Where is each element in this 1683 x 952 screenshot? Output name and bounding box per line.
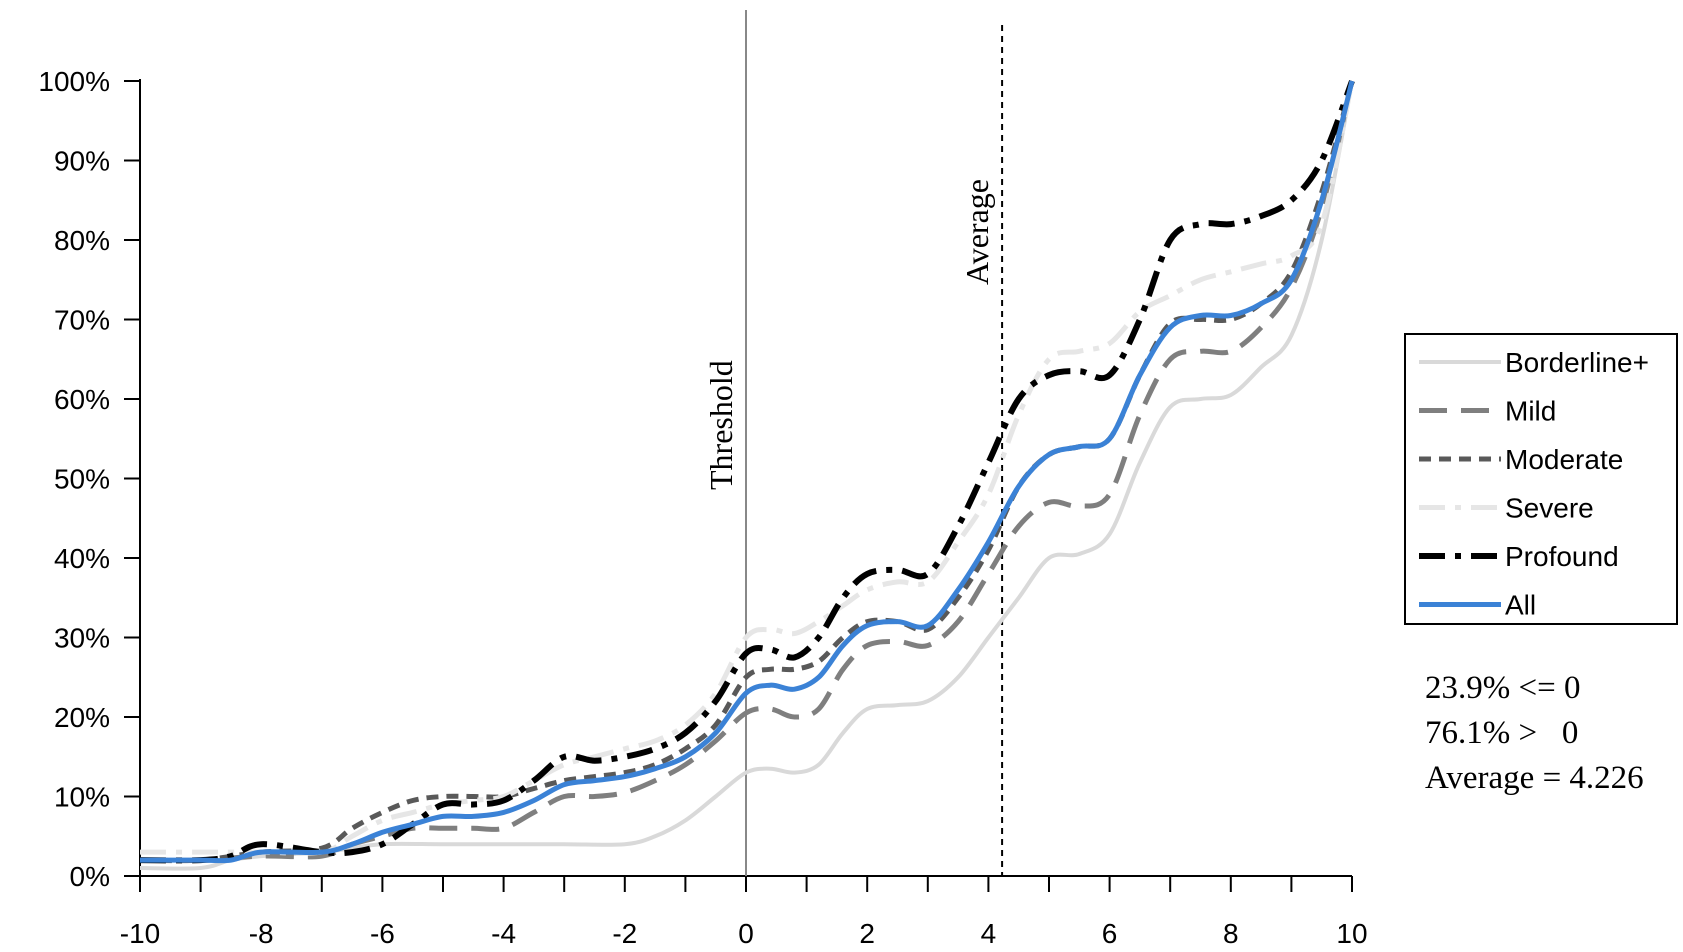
reference-lines: Threshold Average [703, 10, 1004, 876]
legend-label: Severe [1505, 493, 1594, 524]
x-tick-label: 10 [1336, 918, 1367, 949]
y-tick-label: 60% [54, 384, 110, 415]
y-tick-label: 30% [54, 623, 110, 654]
x-tick-label: -10 [120, 918, 160, 949]
series-line-profound [139, 79, 1355, 864]
legend-label: Borderline+ [1505, 347, 1649, 378]
series-line-all [140, 80, 1355, 864]
y-tick-label: 50% [54, 464, 110, 495]
stat-above-zero: 76.1% > 0 [1425, 715, 1579, 751]
legend-label: All [1505, 590, 1536, 621]
stat-average: Average = 4.226 [1425, 760, 1644, 796]
x-tick-label: 4 [981, 918, 997, 949]
stat-below-zero: 23.9% <= 0 [1425, 670, 1581, 706]
legend-label: Moderate [1505, 444, 1623, 475]
x-tick-label: -2 [612, 918, 637, 949]
x-tick-label: -6 [370, 918, 395, 949]
legend-box [1404, 333, 1678, 625]
reference-label-average: Average [959, 179, 995, 285]
y-tick-label: 70% [54, 305, 110, 336]
series-lines [139, 79, 1355, 871]
legend-label: Profound [1505, 541, 1619, 572]
y-tick-label: 90% [54, 146, 110, 177]
y-tick-label: 80% [54, 225, 110, 256]
y-tick-label: 40% [54, 543, 110, 574]
axes: 0% 10% 20% 30% 40% 50% 60% 70% 80% 90% 100% -10 -8 -6… [38, 66, 1367, 949]
series-line-severe [139, 80, 1355, 856]
x-tick-label: 6 [1102, 918, 1118, 949]
y-tick-label: 0% [70, 861, 110, 892]
x-tick-label: 0 [738, 918, 754, 949]
legend: Borderline+ Mild Moderate Severe Profound All [1404, 333, 1678, 625]
x-tick-label: 2 [859, 918, 875, 949]
y-tick-label: 20% [54, 702, 110, 733]
legend-label: Mild [1505, 396, 1556, 427]
series-line-moderate [139, 80, 1355, 864]
x-tick-label: -4 [491, 918, 516, 949]
y-tick-label: 10% [54, 782, 110, 813]
series-line-mild [139, 80, 1355, 863]
x-tick-label: -8 [249, 918, 274, 949]
x-tick-label: 8 [1223, 918, 1239, 949]
reference-label-threshold: Threshold [703, 360, 739, 490]
y-tick-label: 100% [38, 66, 110, 97]
summary-stats: 23.9% <= 0 76.1% > 0 Average = 4.226 [1425, 666, 1644, 801]
